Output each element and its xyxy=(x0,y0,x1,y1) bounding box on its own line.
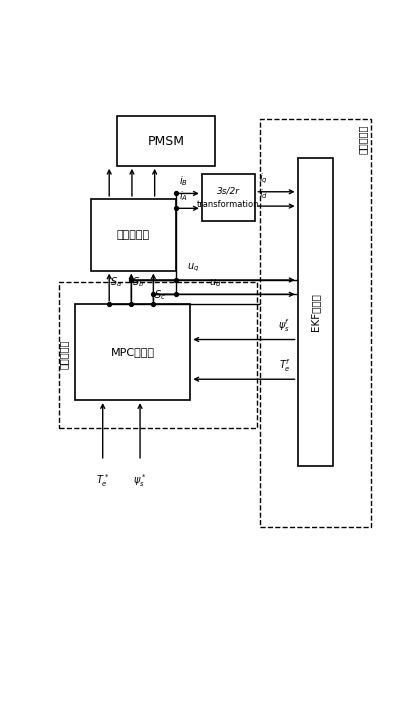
Text: 控制器模块: 控制器模块 xyxy=(59,340,69,369)
Text: 三相逆变器: 三相逆变器 xyxy=(117,230,150,240)
Text: PMSM: PMSM xyxy=(147,135,184,147)
Text: $i_q$: $i_q$ xyxy=(259,172,268,186)
Text: $i_B$: $i_B$ xyxy=(179,174,189,188)
Text: $T_e^f$: $T_e^f$ xyxy=(279,357,290,374)
Text: $T_e^*$: $T_e^*$ xyxy=(96,472,109,488)
Text: $S_a$: $S_a$ xyxy=(110,275,122,289)
Text: $S_b$: $S_b$ xyxy=(132,275,145,289)
Text: $S_c$: $S_c$ xyxy=(154,289,166,302)
Text: $i_A$: $i_A$ xyxy=(179,189,188,203)
Text: $u_q$: $u_q$ xyxy=(187,262,199,274)
FancyBboxPatch shape xyxy=(75,304,190,400)
Text: $\psi_s^*$: $\psi_s^*$ xyxy=(133,472,147,488)
Text: 估计器模块: 估计器模块 xyxy=(358,125,368,154)
Text: EKF估计器: EKF估计器 xyxy=(310,293,321,331)
Text: $\psi_s^f$: $\psi_s^f$ xyxy=(279,317,291,334)
FancyBboxPatch shape xyxy=(202,174,255,221)
Text: $u_d$: $u_d$ xyxy=(209,277,221,289)
FancyBboxPatch shape xyxy=(91,199,176,271)
FancyBboxPatch shape xyxy=(117,116,215,166)
Text: transformation: transformation xyxy=(197,200,260,208)
FancyBboxPatch shape xyxy=(297,158,333,466)
Text: MPC控制器: MPC控制器 xyxy=(111,347,155,357)
Text: $i_d$: $i_d$ xyxy=(259,187,268,200)
Text: 3s/2r: 3s/2r xyxy=(217,186,240,195)
